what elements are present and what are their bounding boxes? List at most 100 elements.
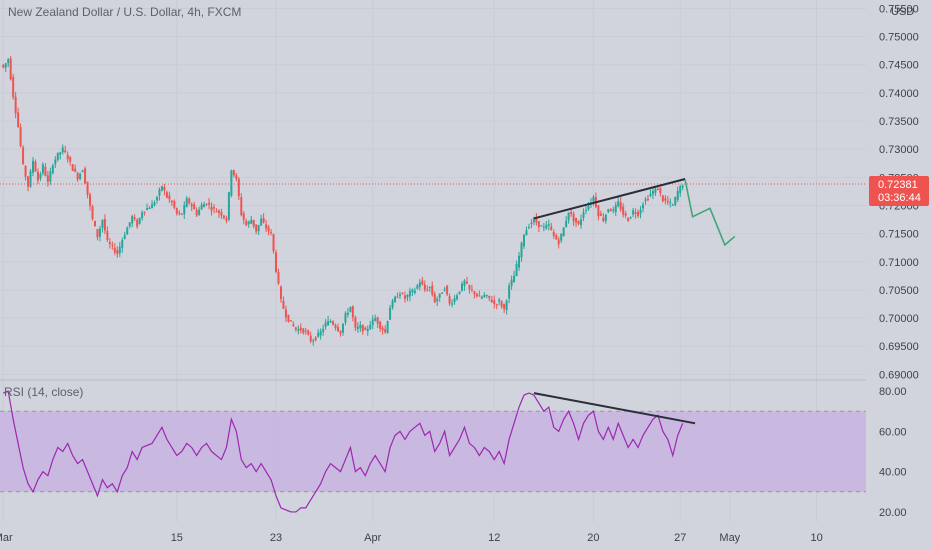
candle[interactable] [545,221,548,230]
candle[interactable] [555,233,558,240]
candle[interactable] [225,215,228,224]
candle[interactable] [495,303,498,310]
candle[interactable] [39,171,42,182]
candle[interactable] [275,249,278,274]
candle[interactable] [361,324,364,335]
candle[interactable] [366,325,369,336]
candle[interactable] [612,206,615,214]
candle[interactable] [518,251,521,271]
candle[interactable] [639,206,642,219]
candle[interactable] [121,237,124,253]
candle[interactable] [319,328,322,340]
candle[interactable] [312,338,315,346]
candle[interactable] [332,320,335,326]
candle[interactable] [537,221,540,233]
candle[interactable] [284,305,287,322]
candle[interactable] [128,222,131,229]
candle[interactable] [81,169,84,173]
candle[interactable] [175,207,178,216]
candle[interactable] [255,224,258,235]
candle[interactable] [624,210,627,219]
candle[interactable] [195,207,198,218]
candle[interactable] [339,330,342,337]
candle[interactable] [22,145,25,166]
candle[interactable] [237,177,240,201]
candle[interactable] [646,194,649,202]
candle[interactable] [242,211,245,225]
candle[interactable] [349,306,352,313]
candle[interactable] [629,216,632,220]
candle[interactable] [217,209,220,218]
candle[interactable] [394,295,397,303]
candle[interactable] [346,308,349,318]
candle[interactable] [413,287,416,295]
candle[interactable] [622,203,625,218]
candle[interactable] [155,195,158,204]
candle[interactable] [220,208,223,220]
candle[interactable] [364,326,367,331]
candle[interactable] [411,288,414,296]
candle[interactable] [61,144,64,155]
candle[interactable] [307,329,310,336]
candle[interactable] [205,203,208,207]
candle[interactable] [456,293,459,301]
candle[interactable] [9,56,12,81]
candle[interactable] [438,293,441,302]
candle[interactable] [540,224,543,227]
candle[interactable] [614,201,617,217]
candle[interactable] [64,145,67,154]
candle[interactable] [76,171,79,182]
candle[interactable] [441,292,444,295]
candle[interactable] [272,233,275,254]
candle[interactable] [91,204,94,221]
candle[interactable] [607,208,610,214]
candle[interactable] [44,163,47,177]
candle[interactable] [582,208,585,222]
candle[interactable] [31,157,34,177]
candle[interactable] [215,208,218,213]
candle[interactable] [602,213,605,223]
candle[interactable] [96,228,99,241]
candle[interactable] [178,210,181,216]
candle[interactable] [651,186,654,200]
candle[interactable] [324,319,327,330]
candle[interactable] [577,220,580,226]
candle[interactable] [165,190,168,199]
candle[interactable] [103,214,106,235]
candle[interactable] [391,298,394,310]
candle[interactable] [322,324,325,336]
candle[interactable] [351,305,354,322]
candle[interactable] [170,199,173,206]
candle[interactable] [423,280,426,293]
candle[interactable] [634,208,637,219]
candle[interactable] [642,202,645,213]
candle[interactable] [203,201,206,208]
candle[interactable] [49,167,52,185]
candle[interactable] [465,276,468,285]
candle[interactable] [71,163,74,172]
candle[interactable] [522,234,525,249]
candle[interactable] [676,186,679,203]
candle[interactable] [113,242,116,256]
candle[interactable] [41,162,44,176]
candle[interactable] [158,187,161,201]
candle[interactable] [473,290,476,299]
candle[interactable] [510,275,513,290]
candle[interactable] [503,303,506,313]
candle[interactable] [51,163,54,175]
candle[interactable] [617,196,620,208]
candle[interactable] [580,214,583,229]
rsi-line[interactable] [3,390,684,513]
rsi-trend-line[interactable] [533,392,696,425]
candle[interactable] [56,152,59,162]
candle[interactable] [406,294,409,302]
candle[interactable] [485,294,488,299]
candle[interactable] [270,229,273,236]
candle[interactable] [297,325,300,335]
candle[interactable] [389,304,392,320]
candle[interactable] [7,58,10,67]
candle[interactable] [208,198,211,210]
candle[interactable] [384,325,387,334]
candle[interactable] [451,299,454,308]
candle[interactable] [468,284,471,294]
